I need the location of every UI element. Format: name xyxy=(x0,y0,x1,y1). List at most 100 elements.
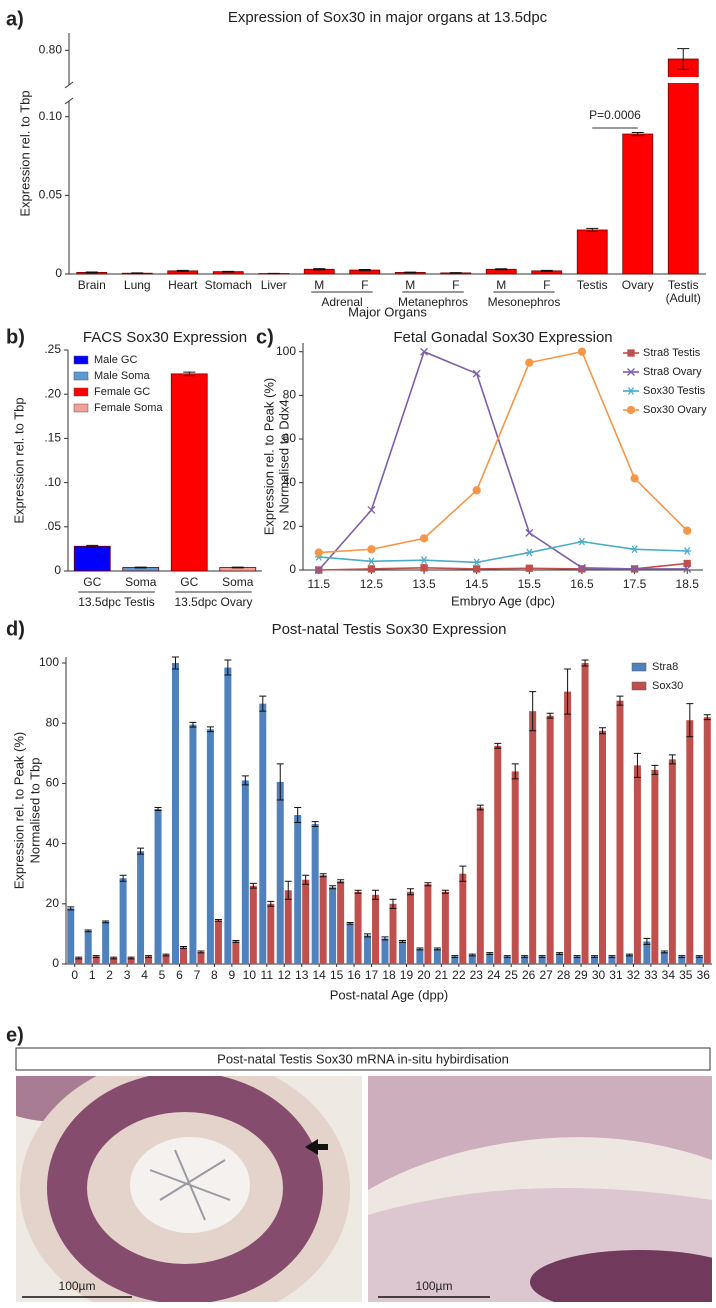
image-title: Post-natal Testis Sox30 mRNA in-situ hyb… xyxy=(217,1051,509,1066)
y-tick-label: 0 xyxy=(55,266,62,280)
marker xyxy=(683,526,692,535)
error-bar xyxy=(511,763,519,780)
marker xyxy=(683,559,691,568)
legend-label: Female Soma xyxy=(94,402,163,414)
x-tick-label: Soma xyxy=(222,575,254,589)
bar xyxy=(75,957,83,964)
panel-label: a) xyxy=(6,8,24,30)
marker xyxy=(525,548,534,557)
x-tick-label: 9 xyxy=(229,968,236,982)
marker xyxy=(577,347,587,356)
error-bar xyxy=(232,940,240,943)
y-tick-label: 0 xyxy=(52,956,59,970)
bar xyxy=(660,951,668,964)
x-tick-label: 16.5 xyxy=(570,577,594,591)
bar xyxy=(468,954,476,964)
legend-label: Stra8 Ovary xyxy=(643,366,702,378)
error-bar xyxy=(668,754,676,765)
error-bar xyxy=(102,920,110,924)
bar xyxy=(398,941,406,964)
bar xyxy=(503,956,511,964)
x-tick-label: 18 xyxy=(382,968,396,982)
error-bar xyxy=(599,727,607,735)
bar xyxy=(381,938,389,964)
error-bar xyxy=(67,906,75,911)
marker xyxy=(473,565,481,573)
bar xyxy=(206,729,214,964)
y-tick-label: 0.10 xyxy=(39,109,63,123)
legend-swatch xyxy=(73,371,89,381)
error-bar xyxy=(179,946,187,949)
error-bar xyxy=(86,544,99,548)
x-tick-label: GC xyxy=(83,575,101,589)
bar xyxy=(259,703,267,964)
error-bar xyxy=(241,775,249,786)
error-bar xyxy=(677,48,690,70)
bar xyxy=(311,824,319,964)
error-bar xyxy=(586,227,599,233)
error-bar xyxy=(633,752,641,778)
group-label: Mesonephros xyxy=(488,295,561,309)
y-tick-label: 40 xyxy=(283,475,297,489)
y-tick-label: 0.80 xyxy=(39,43,63,57)
bar xyxy=(179,947,187,964)
marker xyxy=(626,405,636,415)
marker xyxy=(367,545,376,554)
bar xyxy=(486,953,494,964)
x-tick-label: F xyxy=(452,278,459,292)
marker xyxy=(627,368,635,376)
x-tick-label: Liver xyxy=(261,278,287,292)
bar xyxy=(599,730,607,964)
y-axis-label: Normalised to Ddx4 xyxy=(276,399,291,513)
title-box xyxy=(15,1047,711,1071)
bar xyxy=(232,941,240,964)
bar xyxy=(267,903,275,964)
error-bar xyxy=(214,918,222,922)
error-bar xyxy=(660,950,668,954)
x-tick-label: 23 xyxy=(470,968,484,982)
bar xyxy=(189,724,197,964)
bar xyxy=(608,956,616,964)
x-tick-label: 21 xyxy=(435,968,449,982)
bar xyxy=(294,815,302,964)
bar xyxy=(556,953,564,964)
bar xyxy=(678,956,686,964)
error-bar xyxy=(284,880,292,900)
bar xyxy=(406,891,414,964)
y-tick-label: 40 xyxy=(46,836,60,850)
marker xyxy=(630,474,639,483)
marker xyxy=(420,564,428,572)
error-bar xyxy=(267,900,275,907)
marker xyxy=(683,564,692,573)
bar xyxy=(354,891,362,964)
x-tick-label: 19 xyxy=(400,968,414,982)
scale-bar-label: 100µm xyxy=(416,1279,453,1293)
x-tick-label: Testis (Adult) xyxy=(666,278,701,305)
x-tick-label: 22 xyxy=(452,968,466,982)
bar xyxy=(416,948,424,964)
x-tick-label: 31 xyxy=(609,968,623,982)
x-tick-label: 20 xyxy=(417,968,431,982)
bar xyxy=(337,881,345,964)
x-tick-label: Stomach xyxy=(205,278,252,292)
x-tick-label: 29 xyxy=(574,968,588,982)
error-bar xyxy=(441,889,449,894)
x-tick-label: 4 xyxy=(141,968,148,982)
error-bar xyxy=(564,668,572,715)
y-axis-label: Normalised to Tbp xyxy=(27,758,42,864)
y-tick-label: .15 xyxy=(44,431,61,445)
bar xyxy=(643,941,651,964)
bar xyxy=(668,759,676,964)
y-tick-label: 20 xyxy=(46,896,60,910)
marker xyxy=(472,486,481,495)
x-tick-label: M xyxy=(314,278,324,292)
bar xyxy=(84,930,92,964)
error-bar xyxy=(183,371,196,377)
y-tick-label: 80 xyxy=(46,715,60,729)
bar xyxy=(616,700,624,964)
x-tick-label: F xyxy=(543,278,550,292)
marker xyxy=(420,556,429,565)
bar xyxy=(581,663,589,964)
error-bar xyxy=(134,566,147,569)
bar xyxy=(529,711,537,964)
